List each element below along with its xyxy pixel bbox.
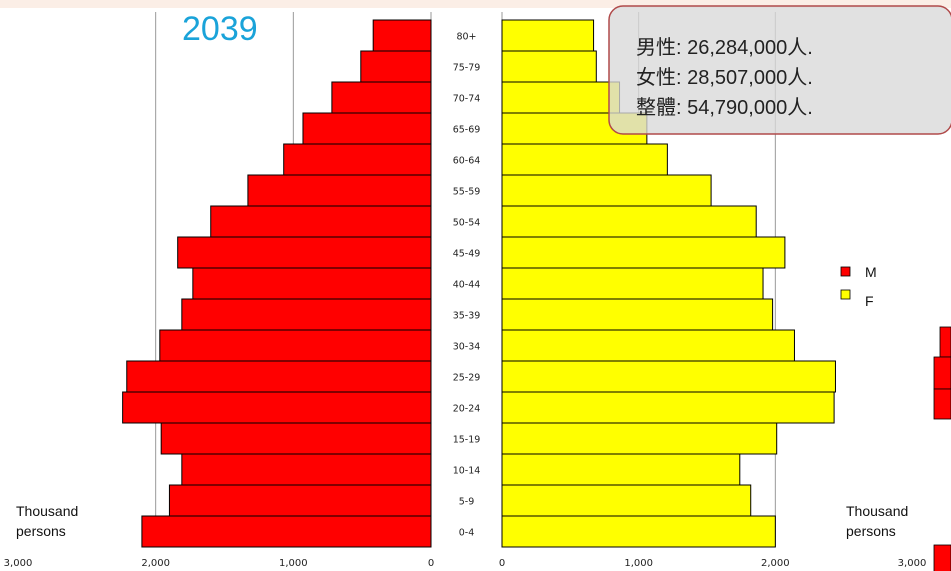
age-group-labels: 0-4 5-9 10-14 15-19 20-24 25-29 30-34 35-39 40-4…: [453, 32, 481, 539]
bar-female-80+: [501, 19, 595, 52]
age-label-70-74: 70-74: [453, 94, 481, 105]
bar-male-75-79: [360, 50, 432, 83]
age-label-50-54: 50-54: [453, 218, 481, 229]
age-label-35-39: 35-39: [453, 311, 481, 322]
legend-label-male: M: [865, 264, 877, 280]
bar-female-55-59: [501, 174, 712, 207]
age-label-25-29: 25-29: [453, 373, 481, 384]
bar-male-40-44: [192, 267, 432, 300]
bar-male-5-9: [168, 484, 432, 517]
annotation-box: [608, 5, 951, 135]
bar-female-70-74: [501, 81, 621, 114]
bar-male-25-29: [126, 360, 432, 393]
age-label-55-59: 55-59: [453, 187, 481, 198]
age-label-80+: 80+: [456, 32, 476, 43]
x-tick-label-1: 2,000: [141, 558, 170, 569]
x-tick-label-4: 0: [499, 558, 505, 569]
bar-male-55-59: [247, 174, 432, 207]
bar-female-35-39: [501, 298, 774, 331]
female-series: [501, 19, 836, 548]
age-label-5-9: 5-9: [459, 497, 475, 508]
annotation-male-total: 男性: 26,284,000人.: [636, 36, 813, 59]
age-label-75-79: 75-79: [453, 63, 481, 74]
totals-annotation: 男性: 26,284,000人. 女性: 28,507,000人. 整體: 54…: [608, 5, 951, 135]
x-tick-label-5: 1,000: [624, 558, 653, 569]
bar-male-45-49: [177, 236, 432, 269]
age-label-45-49: 45-49: [453, 249, 481, 260]
x-tick-label-3: 0: [428, 558, 434, 569]
bar-male-35-39: [181, 298, 432, 331]
bar-female-40-44: [501, 267, 764, 300]
chart-title: 2039: [182, 10, 258, 48]
bar-female-30-34: [501, 329, 795, 362]
age-label-10-14: 10-14: [453, 466, 481, 477]
x-label-right: Thousand persons: [846, 503, 908, 539]
bar-male-70-74: [331, 81, 432, 114]
x-tick-label-6: 2,000: [761, 558, 790, 569]
age-label-40-44: 40-44: [453, 280, 481, 291]
x-tick-label-7: 3,000: [898, 558, 927, 569]
legend-label-female: F: [865, 293, 874, 309]
header-strip: [0, 0, 951, 8]
legend-swatch-female: [840, 289, 851, 300]
bar-female-20-24: [501, 391, 835, 424]
legend: M F: [840, 264, 877, 309]
bar-male-10-14: [181, 453, 432, 486]
x-tick-label-2: 1,000: [279, 558, 308, 569]
age-label-60-64: 60-64: [453, 156, 481, 167]
male-series: [122, 19, 432, 548]
bar-female-60-64: [501, 143, 668, 176]
bar-male-65-69: [302, 112, 432, 145]
x-label-left: Thousand persons: [16, 503, 78, 539]
bar-male-80+: [372, 19, 432, 52]
bar-female-15-19: [501, 422, 778, 455]
bar-female-75-79: [501, 50, 597, 83]
annotation-female-total: 女性: 28,507,000人.: [636, 66, 813, 89]
adjacent-chart-fragment: [933, 326, 951, 571]
bar-male-20-24: [122, 391, 432, 424]
age-label-15-19: 15-19: [453, 435, 481, 446]
bar-male-0-4: [141, 515, 432, 548]
age-label-20-24: 20-24: [453, 404, 481, 415]
age-label-65-69: 65-69: [453, 125, 481, 136]
legend-swatch-male: [840, 266, 851, 277]
age-label-0-4: 0-4: [459, 528, 475, 539]
bar-male-60-64: [283, 143, 432, 176]
age-label-30-34: 30-34: [453, 342, 481, 353]
bar-female-0-4: [501, 515, 776, 548]
bar-female-45-49: [501, 236, 786, 269]
x-axis-ticks: 3,000 2,000 1,000 0 0 1,000 2,000 3,000: [4, 558, 927, 569]
bar-male-50-54: [210, 205, 432, 238]
bar-female-25-29: [501, 360, 836, 393]
annotation-overall-total: 整體: 54,790,000人.: [636, 96, 813, 119]
bar-male-30-34: [159, 329, 432, 362]
bar-female-50-54: [501, 205, 757, 238]
bar-female-5-9: [501, 484, 752, 517]
bar-male-15-19: [160, 422, 432, 455]
x-tick-label-0: 3,000: [4, 558, 33, 569]
bar-female-10-14: [501, 453, 741, 486]
